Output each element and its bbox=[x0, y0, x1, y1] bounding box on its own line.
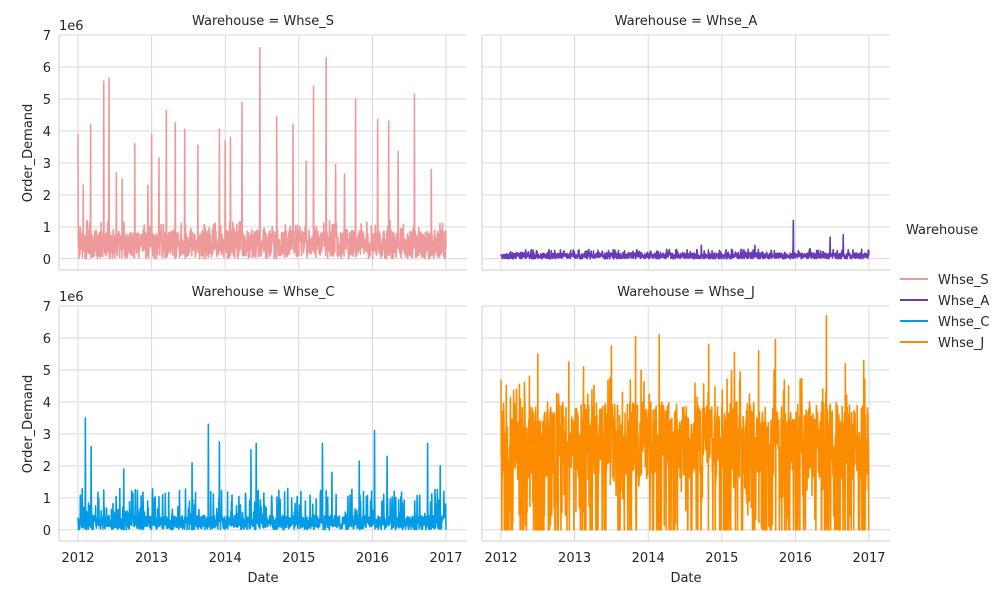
y-tick-label: 1 bbox=[43, 492, 51, 507]
x-tick-label: 2015 bbox=[282, 551, 315, 566]
x-axis-label-left: Date bbox=[247, 571, 278, 586]
y-tick-label: 5 bbox=[43, 364, 51, 379]
y-axis-label-top: Order_Demand bbox=[21, 104, 36, 203]
legend-label-Whse_J: Whse_J bbox=[938, 336, 984, 351]
y-tick-label: 4 bbox=[43, 125, 51, 140]
legend-label-Whse_C: Whse_C bbox=[938, 315, 989, 330]
y-offset-label-top: 1e6 bbox=[59, 19, 84, 34]
series-line-Whse_S bbox=[77, 46, 447, 260]
x-tick-label: 2014 bbox=[632, 551, 665, 566]
x-tick-label: 2017 bbox=[852, 551, 885, 566]
x-tick-label: 2012 bbox=[61, 551, 94, 566]
panel-Whse_S: Warehouse = Whse_S 0 1 2 3 4 5 6 7 bbox=[43, 14, 467, 271]
y-tick-label: 7 bbox=[43, 29, 51, 44]
x-tick-label: 2016 bbox=[356, 551, 389, 566]
panel-title: Warehouse = Whse_S bbox=[192, 14, 334, 29]
legend-label-Whse_A: Whse_A bbox=[938, 294, 989, 309]
y-tick-label: 2 bbox=[43, 460, 51, 475]
y-tick-label: 4 bbox=[43, 396, 51, 411]
x-axis-label-right: Date bbox=[670, 571, 701, 586]
x-tick-label: 2016 bbox=[779, 551, 812, 566]
panel-title: Warehouse = Whse_A bbox=[615, 14, 758, 29]
y-tick-label: 1 bbox=[43, 221, 51, 236]
legend: Warehouse Whse_S Whse_A Whse_C Whse_J bbox=[900, 223, 989, 351]
series-line-Whse_C bbox=[77, 417, 447, 531]
panel-title: Warehouse = Whse_J bbox=[617, 285, 755, 300]
series-line-Whse_J bbox=[500, 314, 870, 531]
legend-title: Warehouse bbox=[906, 223, 978, 238]
x-tick-label: 2013 bbox=[135, 551, 168, 566]
series-line-Whse_A bbox=[500, 219, 870, 260]
y-tick-label: 6 bbox=[43, 332, 51, 347]
x-tick-label: 2014 bbox=[209, 551, 242, 566]
x-tick-label: 2017 bbox=[429, 551, 462, 566]
y-tick-label: 2 bbox=[43, 189, 51, 204]
panel-Whse_A: Warehouse = Whse_A bbox=[481, 14, 890, 271]
x-tick-label: 2015 bbox=[705, 551, 738, 566]
y-offset-label-bottom: 1e6 bbox=[59, 290, 84, 305]
y-tick-label: 7 bbox=[43, 300, 51, 315]
legend-label-Whse_S: Whse_S bbox=[938, 273, 989, 288]
panel-title: Warehouse = Whse_C bbox=[192, 285, 335, 300]
x-tick-label: 2013 bbox=[558, 551, 591, 566]
y-tick-label: 0 bbox=[43, 253, 51, 268]
panel-Whse_C: Warehouse = Whse_C 0 1 2 3 4 5 6 7 2012 2013 2014 20… bbox=[43, 285, 467, 566]
panel-Whse_J: Warehouse = Whse_J 2012 2013 2014 2015 2016 20… bbox=[481, 285, 890, 566]
y-tick-label: 3 bbox=[43, 428, 51, 443]
x-tick-label: 2012 bbox=[484, 551, 517, 566]
y-tick-label: 5 bbox=[43, 93, 51, 108]
y-tick-label: 6 bbox=[43, 61, 51, 76]
y-tick-label: 0 bbox=[43, 524, 51, 539]
y-tick-label: 3 bbox=[43, 157, 51, 172]
y-axis-label-bottom: Order_Demand bbox=[21, 375, 36, 474]
